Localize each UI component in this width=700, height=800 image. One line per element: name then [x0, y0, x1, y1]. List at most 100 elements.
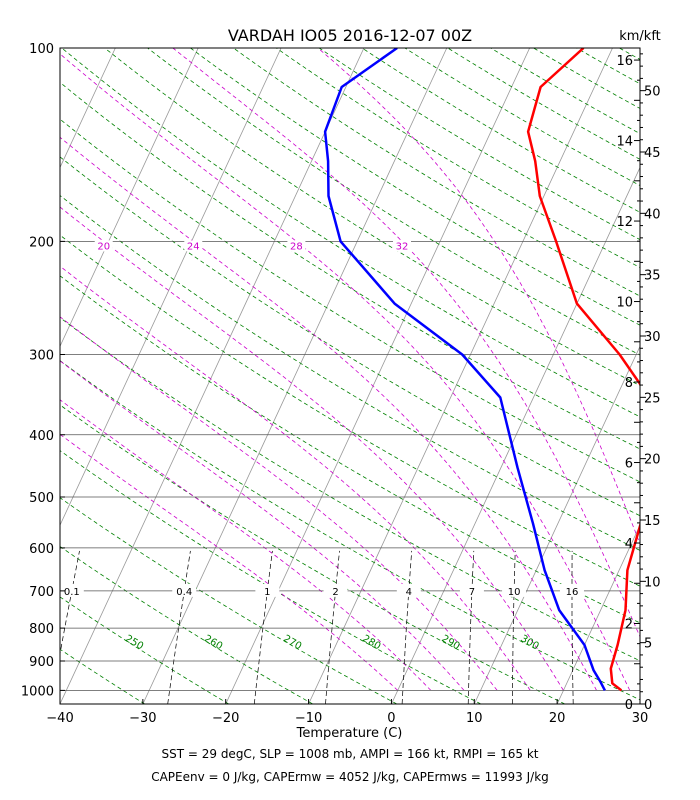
mixing-ratio-line: [253, 550, 273, 704]
kft-tick-label: 0: [644, 698, 652, 713]
moist-adiabat-line: [60, 206, 564, 691]
x-tick-label: 30: [632, 711, 649, 726]
moist-adiabat-label-bg: [287, 240, 306, 252]
moist-adiabat-line: [60, 399, 432, 691]
isotherm-line: [308, 48, 613, 704]
mixing-ratio-line: [167, 550, 191, 704]
y-tick-label: 600: [29, 542, 54, 557]
km-tick-label: 12: [616, 215, 633, 230]
moist-adiabat-line: [60, 53, 631, 691]
profile-series: [323, 48, 640, 692]
dry-adiabat-line: [662, 48, 700, 704]
mixing-ratio-label-bg: [172, 583, 197, 597]
isotherm-line: [60, 48, 282, 527]
dry-adiabat-line: [60, 497, 397, 704]
mixing-ratio-label: 7: [469, 587, 475, 598]
km-tick-label: 16: [616, 54, 633, 69]
moist-adiabat-label: 20: [97, 241, 110, 252]
y-tick-label: 400: [29, 429, 54, 444]
km-tick-label: 8: [625, 376, 633, 391]
kft-tick-label: 30: [644, 330, 661, 345]
pressure-grid: [60, 47, 640, 691]
y-tick-label: 100: [29, 42, 54, 57]
dry-adiabat-line: [60, 118, 640, 483]
moist-adiabat-label-bg: [94, 240, 113, 252]
isotherm-line: [60, 48, 116, 169]
moist-adiabat-line: [60, 136, 597, 691]
moist-adiabat-line: [60, 360, 465, 691]
mixing-ratio-label: 16: [566, 587, 579, 598]
isotherm-line: [0, 48, 33, 704]
kft-tick-label: 45: [644, 146, 661, 161]
mixing-ratio-line: [60, 550, 80, 656]
km-tick-label: 14: [616, 135, 633, 150]
dry-adiabat-line: [60, 317, 640, 662]
right-axis-header: km/kft: [619, 29, 661, 44]
x-tick-label: −40: [46, 711, 73, 726]
mixing-ratio-label-bg: [396, 583, 421, 597]
mixing-ratio-label-bg: [59, 583, 84, 597]
isotherm-line: [142, 48, 448, 704]
isotherm-line: [60, 48, 199, 348]
moist-adiabat-label-bg: [184, 240, 203, 252]
mixing-ratio-label-bg: [559, 583, 584, 597]
km-tick-label: 6: [625, 457, 633, 472]
dry-adiabat-line: [576, 48, 640, 85]
dry-adiabat-line: [60, 234, 640, 587]
mixing-ratio-lines: [60, 550, 574, 704]
dewpoint-profile-line: [323, 48, 607, 691]
isotherm-line: [60, 48, 365, 704]
dry-adiabat-line: [318, 48, 640, 241]
moist-adiabat-line: [60, 316, 498, 691]
moist-adiabat-label: 24: [187, 241, 200, 252]
dry-adiabat-line: [60, 450, 481, 704]
footer-line-1: SST = 29 degC, SLP = 1008 mb, AMPI = 166…: [161, 747, 538, 761]
dry-adiabat-line: [147, 48, 640, 356]
kft-tick-label: 35: [644, 269, 661, 284]
moist-adiabat-lines: [60, 48, 640, 691]
y-tick-label: 900: [29, 655, 54, 670]
dry-adiabat-line: [60, 545, 313, 704]
dry-adiabat-lines: [60, 48, 700, 704]
km-tick-label: 0: [625, 698, 633, 713]
kft-tick-label: 25: [644, 391, 661, 406]
footer-line-2: CAPEenv = 0 J/kg, CAPErmw = 4052 J/kg, C…: [151, 770, 549, 784]
kft-tick-label: 40: [644, 207, 661, 222]
dry-adiabat-label: 270: [281, 633, 303, 652]
temperature-profile-line: [526, 48, 640, 692]
dry-adiabat-line: [447, 48, 640, 160]
kft-tick-label: 10: [644, 575, 661, 590]
kft-tick-label: 50: [644, 85, 661, 100]
dry-adiabat-line: [60, 404, 565, 704]
moist-adiabat-line: [60, 265, 531, 691]
axes: −40 −30 −20 −10 0 10 20 30100200300400500600700…: [21, 42, 661, 726]
mixing-ratio-label: 0.1: [64, 587, 80, 598]
mixing-ratio-label-bg: [459, 583, 484, 597]
km-tick-label: 2: [625, 618, 633, 633]
dry-adiabat-label: 260: [202, 633, 224, 652]
dry-adiabat-line: [60, 596, 229, 704]
dry-adiabat-line: [361, 48, 640, 213]
y-tick-label: 1000: [21, 684, 54, 699]
dry-adiabat-line: [60, 156, 640, 517]
dry-adiabat-line: [60, 360, 640, 701]
mixing-ratio-label: 2: [332, 587, 338, 598]
x-tick-label: 10: [466, 711, 483, 726]
y-tick-label: 200: [29, 235, 54, 250]
x-tick-label: −30: [129, 711, 156, 726]
moist-adiabat-line: [317, 48, 640, 545]
mixing-ratio-line: [401, 550, 413, 704]
dry-adiabat-line: [276, 48, 640, 268]
x-tick-label: 20: [549, 711, 566, 726]
dry-adiabat-line: [190, 48, 640, 326]
mixing-ratio-label-bg: [255, 583, 280, 597]
x-tick-label: −10: [295, 711, 322, 726]
dry-adiabat-line: [60, 275, 640, 624]
km-tick-label: 10: [616, 296, 633, 311]
plot-frame: [59, 47, 641, 705]
kft-tick-label: 20: [644, 453, 661, 468]
dry-adiabat-line: [60, 81, 640, 450]
isotherm-lines: [0, 48, 640, 704]
x-tick-label: −20: [212, 711, 239, 726]
